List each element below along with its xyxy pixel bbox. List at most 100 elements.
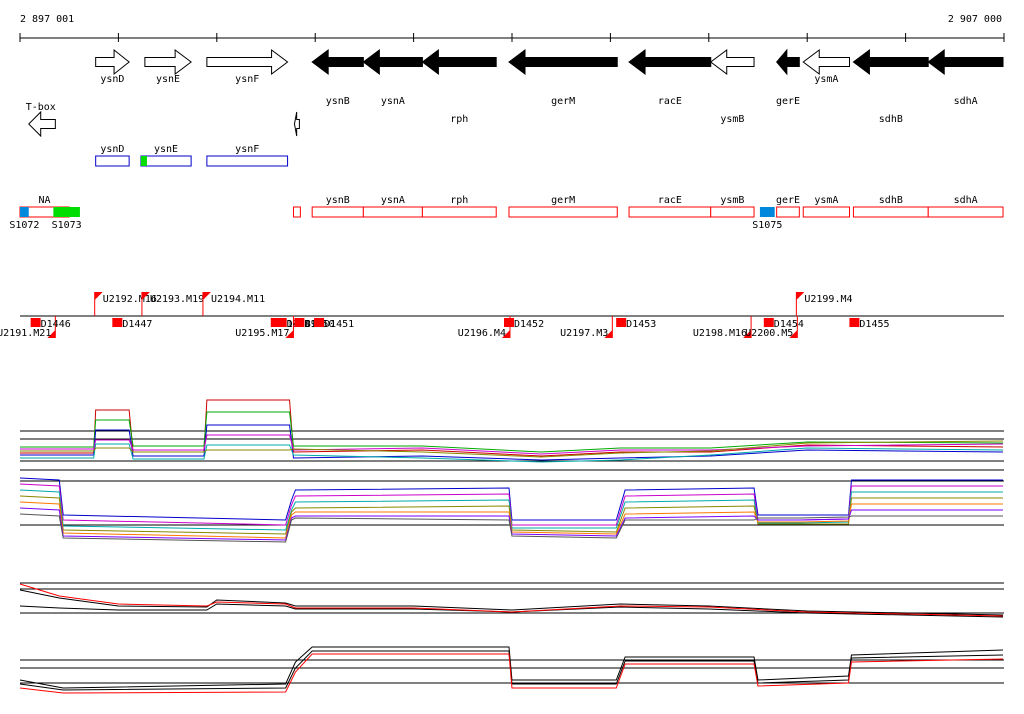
transcript-box[interactable]	[628, 206, 712, 218]
upshift-label: U2193.M19	[150, 294, 204, 305]
expression-profile-plus	[20, 434, 1004, 455]
upshift-flag[interactable]	[743, 330, 752, 338]
reference-annotation-track: ysnD ysnE ysnF	[95, 144, 289, 167]
expression-profile-plus	[20, 440, 1004, 458]
downshift-label: D1455	[859, 319, 889, 330]
downshift-marker[interactable]	[503, 318, 514, 327]
downshift-label: D1451	[324, 319, 354, 330]
gene-arrow-rph[interactable]	[421, 49, 497, 75]
gene-label: ysmA	[814, 74, 838, 85]
downshift-label: D1454	[774, 319, 804, 330]
expression-profile-minus	[19, 507, 1004, 541]
gene-label: ysnD	[100, 74, 124, 85]
transcript-box[interactable]	[852, 206, 929, 218]
downshift-marker[interactable]	[849, 318, 860, 327]
gene-label: ysmB	[720, 114, 744, 125]
downshift-marker[interactable]	[270, 318, 281, 327]
upshift-flag[interactable]	[501, 330, 510, 338]
gene-arrow-ysne[interactable]	[144, 49, 192, 75]
expression-summary-minus	[19, 653, 1004, 694]
reference-box-tip	[140, 156, 147, 166]
expression-profile-plus	[20, 411, 1004, 453]
downshift-label: D1446	[41, 319, 71, 330]
expression-summary-plus	[19, 603, 1004, 618]
gene-arrow-t-box[interactable]	[28, 110, 56, 138]
gene-label: ysnA	[381, 96, 405, 107]
gene-label: T-box	[26, 102, 56, 113]
reference-box[interactable]	[140, 155, 192, 167]
gene-arrow-unnamed[interactable]	[293, 111, 300, 137]
gene-arrow-ysma[interactable]	[802, 49, 850, 75]
gene-arrow-germ[interactable]	[508, 48, 618, 76]
upshift-flag[interactable]	[789, 330, 798, 338]
upshift-flag[interactable]	[796, 292, 805, 300]
expression-track	[19, 399, 1004, 694]
gene-arrow-ysnf[interactable]	[206, 49, 289, 75]
gene-arrow-sdha[interactable]	[927, 49, 1004, 75]
reference-box-label: ysnE	[154, 144, 178, 155]
gene-label: racE	[658, 96, 682, 107]
upshift-flag[interactable]	[94, 292, 103, 300]
downshift-marker[interactable]	[112, 318, 123, 327]
expression-summary-minus	[19, 650, 1004, 691]
upshift-label: U2198.M16	[693, 328, 747, 339]
transcript-box[interactable]	[508, 206, 618, 218]
gene-label: ysnE	[156, 74, 180, 85]
downshift-marker[interactable]	[294, 318, 305, 327]
expression-profile-minus	[19, 513, 1004, 543]
gene-label: ysnF	[235, 74, 259, 85]
expression-summary-plus	[19, 583, 1004, 617]
upshift-label: U2199.M4	[804, 294, 852, 305]
sigma-site-marker[interactable]	[759, 207, 775, 217]
downshift-marker[interactable]	[276, 318, 287, 327]
downshift-marker[interactable]	[763, 318, 774, 327]
transcript-box[interactable]	[710, 206, 755, 218]
transcript-label: racE	[658, 195, 682, 206]
upshift-flag[interactable]	[604, 330, 613, 338]
gene-label: sdhB	[879, 114, 903, 125]
transcript-label: sdhA	[954, 195, 978, 206]
gene-label: gerE	[776, 96, 800, 107]
transcript-box[interactable]	[802, 206, 850, 218]
gene-arrow-ysmb[interactable]	[709, 49, 755, 75]
expression-profile-minus	[19, 501, 1004, 539]
upshift-label: U2196.M4	[458, 328, 506, 339]
sigma-site-marker[interactable]	[20, 207, 29, 217]
gene-arrow-ysna[interactable]	[362, 49, 423, 75]
transcript-track: NA ysnB ysnA rph gerM racE ysmB gerE ysmA sdhB sdh…	[9, 195, 1004, 231]
downshift-marker[interactable]	[30, 318, 41, 327]
transcript-label: NA	[39, 195, 51, 206]
downshift-marker[interactable]	[314, 318, 325, 327]
reference-box-label: ysnF	[235, 144, 259, 155]
transcript-label: ysnA	[381, 195, 405, 206]
coordinate-end-label: 2 907 000	[948, 14, 1002, 25]
gene-arrow-ysnb[interactable]	[311, 49, 364, 75]
transcript-box[interactable]	[421, 206, 497, 218]
transcript-box[interactable]	[776, 206, 800, 218]
downshift-label: D1447	[122, 319, 152, 330]
downshift-label: D1453	[626, 319, 656, 330]
upshift-flag[interactable]	[202, 292, 211, 300]
reference-box[interactable]	[206, 155, 289, 167]
gene-arrow-race[interactable]	[628, 49, 712, 75]
upshift-flag[interactable]	[47, 330, 56, 338]
transcript-label: ysmA	[814, 195, 838, 206]
gene-arrow-gere[interactable]	[776, 48, 800, 76]
sigma-site-marker[interactable]	[53, 207, 80, 217]
expression-profile-plus	[20, 399, 1004, 457]
transcript-box[interactable]	[927, 206, 1004, 218]
upshift-flag[interactable]	[141, 292, 150, 300]
gene-arrow-ysnd[interactable]	[95, 48, 130, 76]
upshift-label: U2192.M16	[103, 294, 157, 305]
gene-arrow-sdhb[interactable]	[852, 49, 929, 75]
transcript-label: ysmB	[720, 195, 744, 206]
expression-profile-minus	[19, 489, 1004, 531]
transcript-box[interactable]	[292, 206, 301, 218]
transcript-box[interactable]	[362, 206, 423, 218]
downshift-marker[interactable]	[616, 318, 627, 327]
upshift-flag[interactable]	[285, 330, 294, 338]
reference-box[interactable]	[95, 155, 130, 167]
gene-label: ysnB	[326, 96, 350, 107]
transcript-box[interactable]	[311, 206, 364, 218]
